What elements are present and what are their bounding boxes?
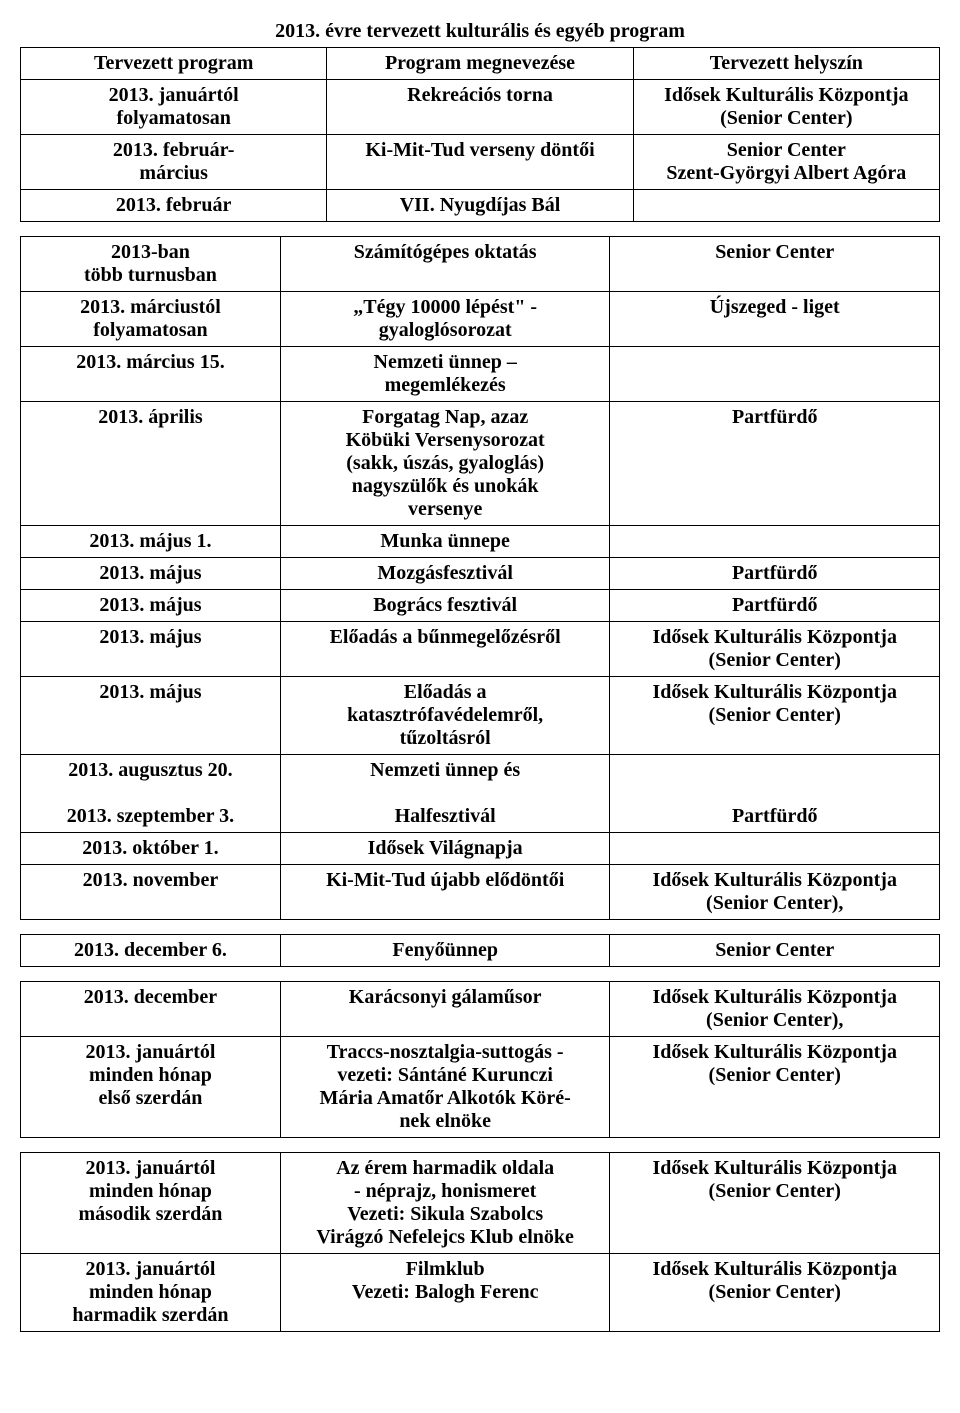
program-date-cell: 2013. október 1. — [21, 833, 281, 865]
program-date-cell: 2013. február — [21, 190, 327, 222]
table-row: 2013. májusBogrács fesztiválPartfürdő — [21, 590, 940, 622]
section-gap — [20, 920, 940, 934]
program-date-cell: 2013. április — [21, 402, 281, 526]
program-name-cell: Forgatag Nap, azazKöbüki Versenysorozat(… — [280, 402, 610, 526]
program-name-cell: Traccs-nosztalgia-suttogás -vezeti: Sánt… — [280, 1037, 610, 1138]
program-date-cell: 2013. május — [21, 558, 281, 590]
program-date-cell: 2013-bantöbb turnusban — [21, 237, 281, 292]
program-location-cell: Partfürdő — [610, 590, 940, 622]
program-name-cell: Idősek Világnapja — [280, 833, 610, 865]
program-table-0: Tervezett programProgram megnevezéseTerv… — [20, 47, 940, 222]
table-row: 2013. október 1.Idősek Világnapja — [21, 833, 940, 865]
program-table-1: 2013-bantöbb turnusbanSzámítógépes oktat… — [20, 236, 940, 920]
program-location-cell: Idősek Kulturális Központja(Senior Cente… — [610, 1153, 940, 1254]
program-date-cell: 2013. május — [21, 590, 281, 622]
program-location-cell — [610, 347, 940, 402]
program-name-cell: Előadás akatasztrófavédelemről,tűzoltásr… — [280, 677, 610, 755]
program-name-cell: Nemzeti ünnep ésHalfesztivál — [280, 755, 610, 833]
program-location-cell: Idősek Kulturális Központja(Senior Cente… — [633, 80, 939, 135]
program-table-4: 2013. januártólminden hónapmásodik szerd… — [20, 1152, 940, 1332]
program-date-cell: 2013. december — [21, 982, 281, 1037]
program-date-cell: 2013. március 15. — [21, 347, 281, 402]
program-location-cell: Partfürdő — [610, 402, 940, 526]
program-date-cell: 2013. február-március — [21, 135, 327, 190]
program-name-cell: Fenyőünnep — [280, 935, 610, 967]
program-name-cell: FilmklubVezeti: Balogh Ferenc — [280, 1254, 610, 1332]
program-date-cell: 2013. márciustólfolyamatosan — [21, 292, 281, 347]
program-location-cell: Senior CenterSzent-Györgyi Albert Agóra — [633, 135, 939, 190]
program-name-cell: VII. Nyugdíjas Bál — [327, 190, 633, 222]
program-date-cell: 2013. januártólminden hónapelső szerdán — [21, 1037, 281, 1138]
table-row: 2013. januártólminden hónapharmadik szer… — [21, 1254, 940, 1332]
program-name-cell: Ki-Mit-Tud verseny döntői — [327, 135, 633, 190]
program-date-cell: 2013. januártólfolyamatosan — [21, 80, 327, 135]
program-location-cell — [633, 190, 939, 222]
table-row: 2013. januártólminden hónapelső szerdánT… — [21, 1037, 940, 1138]
section-gap — [20, 222, 940, 236]
program-date-cell: 2013. május — [21, 622, 281, 677]
table-row: 2013. augusztus 20.2013. szeptember 3.Ne… — [21, 755, 940, 833]
table-row: 2013. májusMozgásfesztiválPartfürdő — [21, 558, 940, 590]
table-row: 2013. márciustólfolyamatosan„Tégy 10000 … — [21, 292, 940, 347]
column-header: Tervezett helyszín — [633, 48, 939, 80]
program-location-cell: Idősek Kulturális Központja(Senior Cente… — [610, 677, 940, 755]
program-table-3: 2013. decemberKarácsonyi gálaműsorIdősek… — [20, 981, 940, 1138]
page-title: 2013. évre tervezett kulturális és egyéb… — [20, 20, 940, 43]
table-row: 2013. február-márciusKi-Mit-Tud verseny … — [21, 135, 940, 190]
program-date-cell: 2013. május 1. — [21, 526, 281, 558]
program-name-cell: Előadás a bűnmegelőzésről — [280, 622, 610, 677]
section-gap — [20, 967, 940, 981]
program-date-cell: 2013. januártólminden hónapharmadik szer… — [21, 1254, 281, 1332]
program-date-cell: 2013. november — [21, 865, 281, 920]
program-name-cell: Munka ünnepe — [280, 526, 610, 558]
table-row: 2013. május 1.Munka ünnepe — [21, 526, 940, 558]
table-row: 2013. március 15.Nemzeti ünnep –megemlék… — [21, 347, 940, 402]
program-location-cell: Senior Center — [610, 935, 940, 967]
program-date-cell: 2013. május — [21, 677, 281, 755]
table-row: 2013. december 6.FenyőünnepSenior Center — [21, 935, 940, 967]
program-name-cell: Rekreációs torna — [327, 80, 633, 135]
table-row: 2013. novemberKi-Mit-Tud újabb elődöntői… — [21, 865, 940, 920]
program-location-cell: Senior Center — [610, 237, 940, 292]
program-name-cell: Nemzeti ünnep –megemlékezés — [280, 347, 610, 402]
program-name-cell: Mozgásfesztivál — [280, 558, 610, 590]
column-header: Tervezett program — [21, 48, 327, 80]
table-row: 2013. januártólfolyamatosanRekreációs to… — [21, 80, 940, 135]
table-row: 2013. januártólminden hónapmásodik szerd… — [21, 1153, 940, 1254]
table-row: 2013. decemberKarácsonyi gálaműsorIdősek… — [21, 982, 940, 1037]
program-location-cell: Idősek Kulturális Központja(Senior Cente… — [610, 1254, 940, 1332]
program-name-cell: Karácsonyi gálaműsor — [280, 982, 610, 1037]
column-header: Program megnevezése — [327, 48, 633, 80]
program-location-cell — [610, 833, 940, 865]
program-location-cell: Partfürdő — [610, 558, 940, 590]
program-location-cell: Idősek Kulturális Központja(Senior Cente… — [610, 622, 940, 677]
program-location-cell: Idősek Kulturális Központja(Senior Cente… — [610, 1037, 940, 1138]
program-name-cell: „Tégy 10000 lépést" -gyaloglósorozat — [280, 292, 610, 347]
table-row: 2013-bantöbb turnusbanSzámítógépes oktat… — [21, 237, 940, 292]
program-date-cell: 2013. januártólminden hónapmásodik szerd… — [21, 1153, 281, 1254]
table-row: 2013. májusElőadás akatasztrófavédelemrő… — [21, 677, 940, 755]
program-name-cell: Számítógépes oktatás — [280, 237, 610, 292]
table-row: 2013. februárVII. Nyugdíjas Bál — [21, 190, 940, 222]
program-location-cell: Idősek Kulturális Központja(Senior Cente… — [610, 982, 940, 1037]
section-gap — [20, 1138, 940, 1152]
table-row: 2013. májusElőadás a bűnmegelőzésrőlIdős… — [21, 622, 940, 677]
program-name-cell: Bogrács fesztivál — [280, 590, 610, 622]
program-location-cell: Újszeged - liget — [610, 292, 940, 347]
program-location-cell — [610, 526, 940, 558]
table-row: 2013. áprilisForgatag Nap, azazKöbüki Ve… — [21, 402, 940, 526]
program-location-cell: Partfürdő — [610, 755, 940, 833]
program-name-cell: Az érem harmadik oldala- néprajz, honism… — [280, 1153, 610, 1254]
program-name-cell: Ki-Mit-Tud újabb elődöntői — [280, 865, 610, 920]
program-location-cell: Idősek Kulturális Központja(Senior Cente… — [610, 865, 940, 920]
program-date-cell: 2013. augusztus 20.2013. szeptember 3. — [21, 755, 281, 833]
program-date-cell: 2013. december 6. — [21, 935, 281, 967]
program-table-2: 2013. december 6.FenyőünnepSenior Center — [20, 934, 940, 967]
tables-container: Tervezett programProgram megnevezéseTerv… — [20, 47, 940, 1332]
